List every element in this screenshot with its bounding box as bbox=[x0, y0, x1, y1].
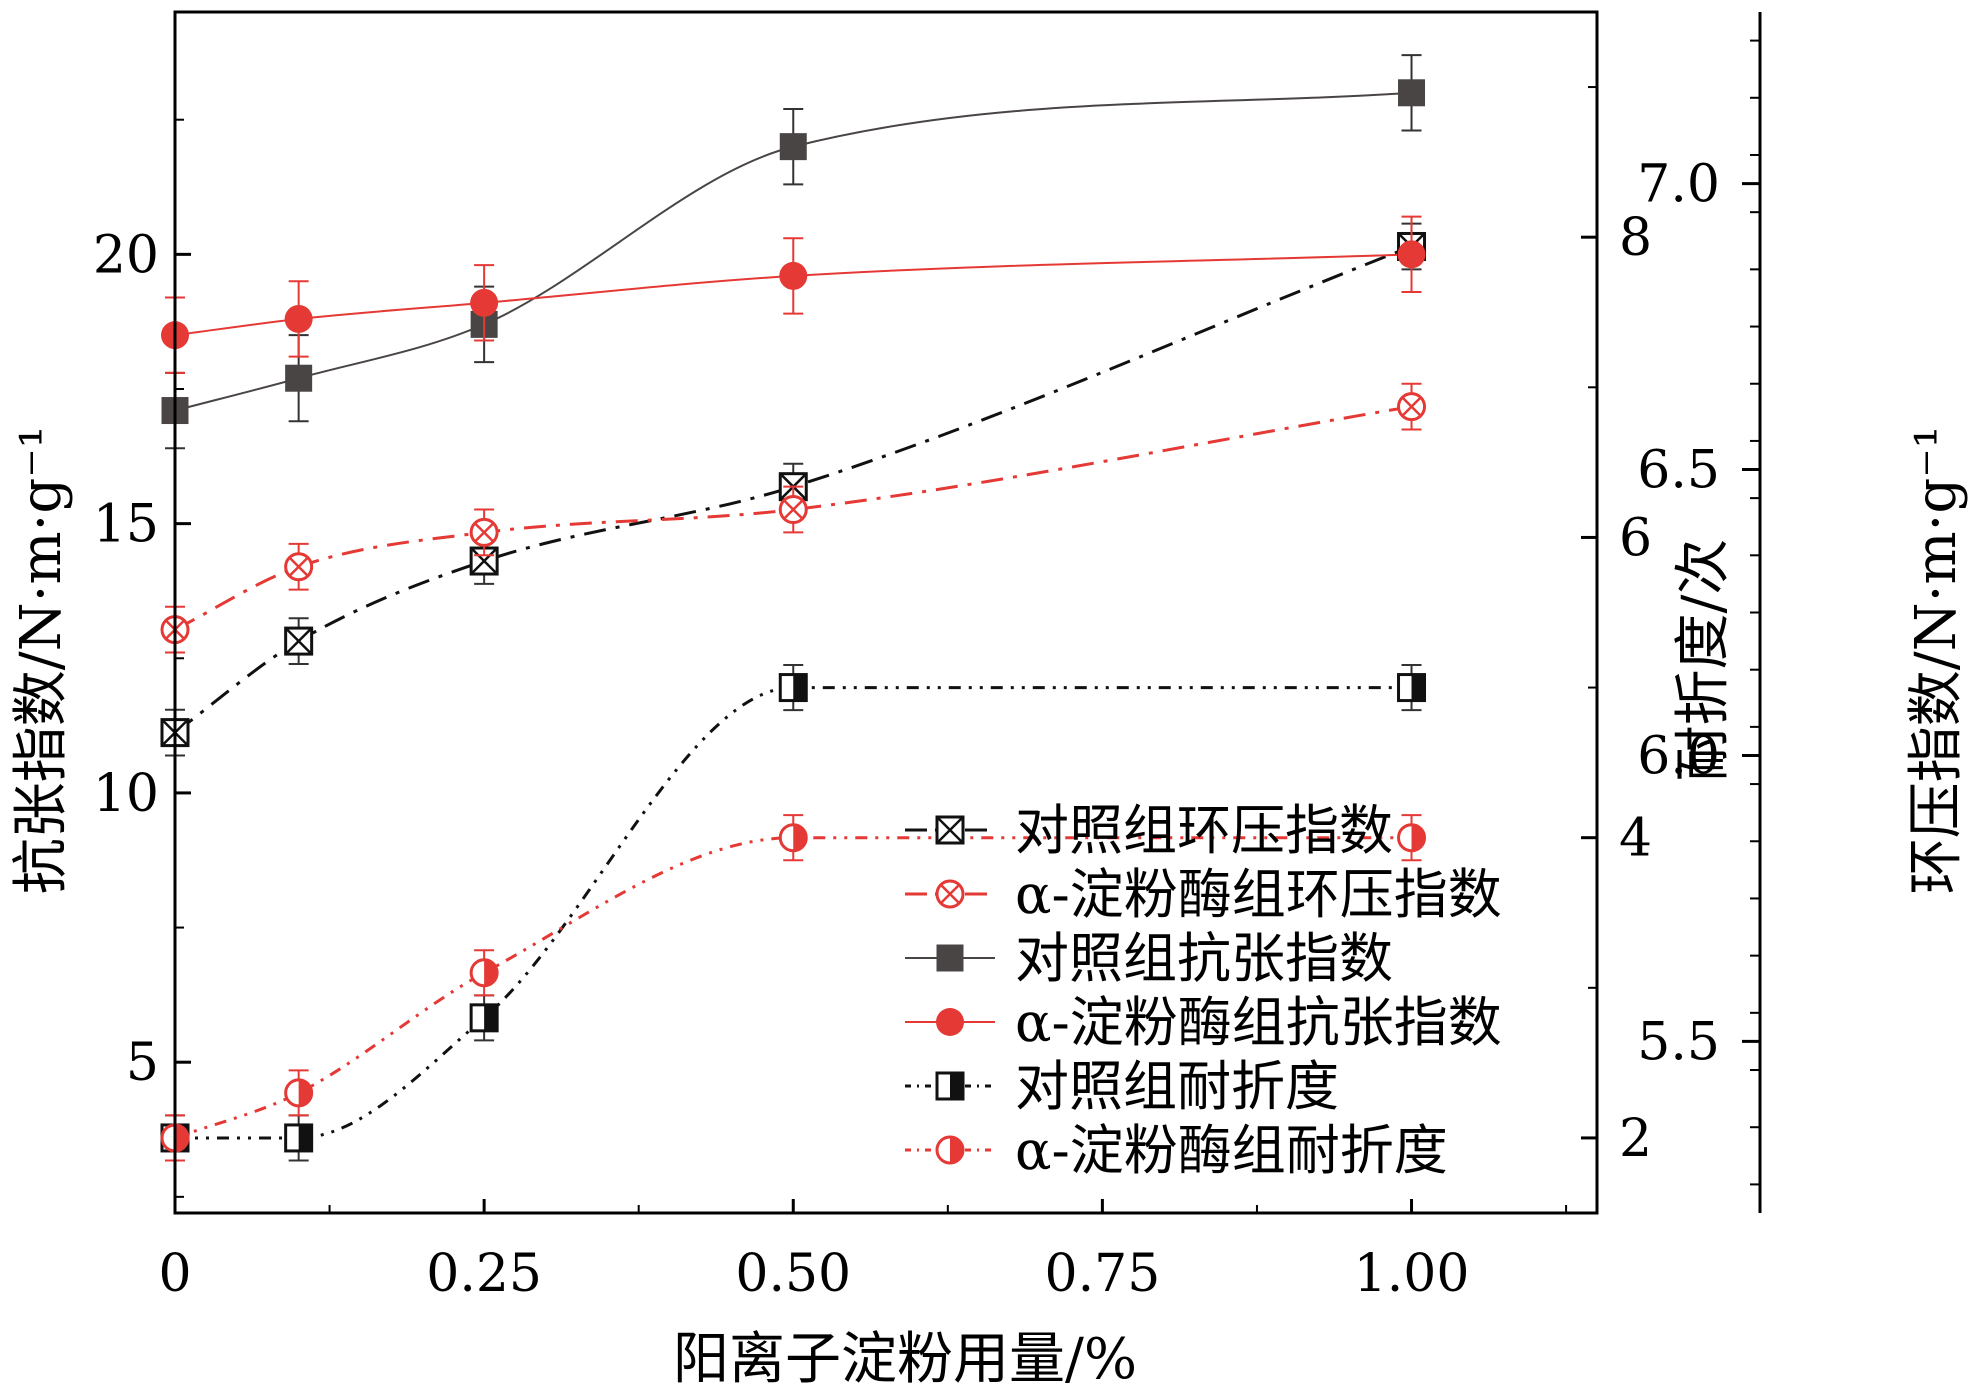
legend-label: α-淀粉酶组抗张指数 bbox=[1015, 991, 1502, 1054]
marker-cross bbox=[1401, 396, 1422, 417]
data-point-marker bbox=[469, 1003, 499, 1033]
data-point-marker bbox=[935, 1135, 965, 1165]
marker-half-fill bbox=[793, 824, 807, 851]
marker-shape bbox=[470, 288, 499, 317]
marker-half-fill bbox=[950, 1073, 963, 1099]
marker-cross bbox=[284, 627, 313, 655]
marker-half-fill bbox=[793, 674, 807, 701]
right2-tick-label: 6.0 bbox=[1637, 726, 1720, 786]
legend-label: 对照组环压指数 bbox=[1015, 799, 1393, 862]
marker-shape bbox=[936, 944, 964, 972]
x-tick-label: 0 bbox=[158, 1244, 191, 1304]
legend-label: α-淀粉酶组环压指数 bbox=[1015, 863, 1502, 926]
data-point-marker bbox=[285, 364, 313, 392]
right2-tick-label: 7.0 bbox=[1637, 155, 1720, 215]
right2-tick-label: 6.5 bbox=[1637, 441, 1720, 501]
data-point-marker bbox=[778, 495, 808, 525]
right1-tick-label: 2 bbox=[1619, 1109, 1652, 1169]
left-tick-label: 5 bbox=[126, 1033, 159, 1093]
left-tick-label: 15 bbox=[93, 495, 159, 555]
left-tick-label: 10 bbox=[93, 764, 159, 824]
data-point-marker bbox=[935, 815, 965, 845]
data-point-marker bbox=[1397, 673, 1427, 703]
data-point-marker bbox=[935, 879, 965, 909]
marker-half-fill bbox=[484, 1004, 498, 1031]
marker-half-fill bbox=[175, 1124, 189, 1151]
right2-axis-title: 环压指数/N·m·g⁻¹ bbox=[1904, 426, 1969, 894]
x-tick-label: 0.25 bbox=[426, 1244, 542, 1304]
data-point-marker bbox=[779, 261, 808, 290]
x-tick-label: 0.50 bbox=[735, 1244, 851, 1304]
data-point-marker bbox=[779, 133, 807, 161]
data-point-marker bbox=[778, 823, 808, 853]
data-point-marker bbox=[1398, 79, 1426, 107]
marker-cross bbox=[936, 816, 964, 844]
data-point-marker bbox=[1397, 823, 1427, 853]
right1-tick-label: 8 bbox=[1619, 208, 1652, 268]
marker-shape bbox=[779, 133, 807, 161]
data-point-marker bbox=[469, 517, 499, 547]
data-point-marker bbox=[284, 1123, 314, 1153]
right1-tick-label: 4 bbox=[1619, 809, 1652, 869]
legend: 对照组环压指数α-淀粉酶组环压指数对照组抗张指数α-淀粉酶组抗张指数对照组耐折度… bbox=[905, 799, 1502, 1182]
marker-shape bbox=[285, 364, 313, 392]
data-point-marker bbox=[284, 1078, 314, 1108]
x-tick-label: 1.00 bbox=[1354, 1244, 1470, 1304]
data-point-marker bbox=[936, 944, 964, 972]
marker-cross bbox=[288, 556, 309, 577]
data-point-marker bbox=[470, 288, 499, 317]
x-tick-label: 0.75 bbox=[1045, 1244, 1161, 1304]
right1-tick-label: 6 bbox=[1619, 508, 1652, 568]
right2-tick-label: 5.5 bbox=[1637, 1012, 1720, 1072]
data-point-marker bbox=[1397, 240, 1426, 269]
marker-half-fill bbox=[298, 1124, 312, 1151]
marker-cross bbox=[783, 499, 804, 520]
marker-shape bbox=[779, 261, 808, 290]
right1-axis-title: 耐折度/次 bbox=[1671, 539, 1736, 782]
x-axis-title: 阳离子淀粉用量/% bbox=[673, 1327, 1137, 1392]
marker-shape bbox=[936, 1008, 964, 1036]
data-point-marker bbox=[284, 552, 314, 582]
data-point-marker bbox=[936, 1008, 964, 1036]
data-point-marker bbox=[935, 1071, 965, 1101]
marker-shape bbox=[284, 304, 313, 333]
marker-half-fill bbox=[1411, 674, 1425, 701]
data-point-marker bbox=[778, 673, 808, 703]
marker-half-fill bbox=[484, 959, 498, 986]
marker-half-fill bbox=[1411, 824, 1425, 851]
marker-cross bbox=[939, 883, 961, 905]
data-point-marker bbox=[284, 626, 314, 656]
series-markers bbox=[160, 54, 1427, 1162]
legend-label: α-淀粉酶组耐折度 bbox=[1015, 1119, 1448, 1182]
marker-shape bbox=[1398, 79, 1426, 107]
marker-shape bbox=[1397, 240, 1426, 269]
data-point-marker bbox=[1397, 392, 1427, 422]
data-point-marker bbox=[469, 958, 499, 988]
legend-label: 对照组耐折度 bbox=[1015, 1055, 1339, 1118]
marker-half-fill bbox=[298, 1079, 312, 1106]
legend-label: 对照组抗张指数 bbox=[1015, 927, 1393, 990]
data-point-marker bbox=[284, 304, 313, 333]
left-tick-label: 20 bbox=[93, 225, 159, 285]
axes: 0 0.25 0.50 0.75 1.00 5 10 15 20 2 4 6 8 5.5 6.0 6.5 7.0 bbox=[93, 10, 1762, 1304]
left-axis-title: 抗张指数/N·m·g⁻¹ bbox=[9, 426, 74, 894]
marker-half-fill bbox=[950, 1137, 963, 1163]
marker-cross bbox=[470, 547, 499, 575]
marker-cross bbox=[473, 522, 495, 543]
plot-frame bbox=[173, 10, 1599, 1215]
